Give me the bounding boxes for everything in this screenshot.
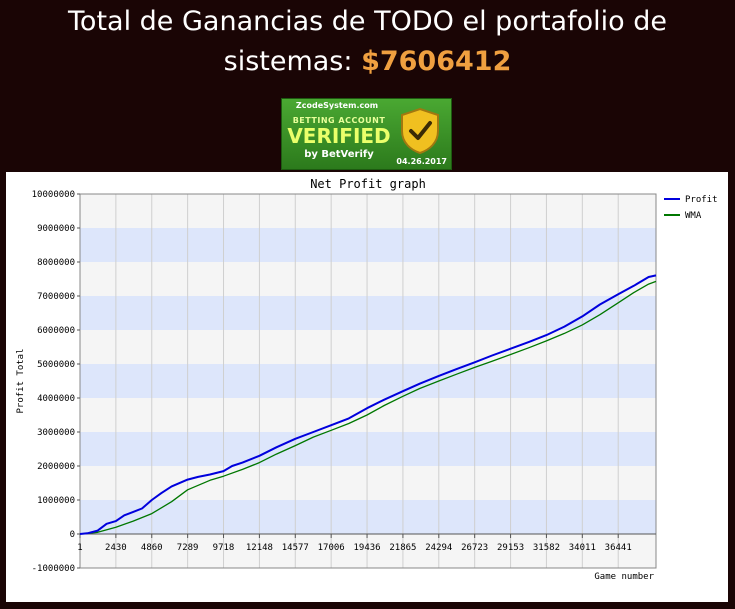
grid-band xyxy=(80,228,656,262)
net-profit-chart: Net Profit graph Profit Total Game numbe… xyxy=(16,177,718,582)
legend-label-wma: WMA xyxy=(685,211,702,221)
series-line-profit xyxy=(79,274,657,535)
badge-line2: VERIFIED xyxy=(287,124,391,148)
x-axis-label: Game number xyxy=(594,572,654,582)
y-tick-label: 3000000 xyxy=(37,428,75,438)
badge-line3: by BetVerify xyxy=(304,149,374,160)
x-tick-label: 9718 xyxy=(213,543,235,553)
y-tick-label: 9000000 xyxy=(37,224,75,234)
grid-band xyxy=(80,262,656,296)
headline-amount: $7606412 xyxy=(361,46,512,77)
x-tick-label: 7289 xyxy=(177,543,199,553)
grid-band xyxy=(80,534,656,568)
y-tick-label: 10000000 xyxy=(32,190,75,200)
x-tick-label: 17006 xyxy=(318,543,345,553)
grid-band xyxy=(80,500,656,534)
y-tick-label: 7000000 xyxy=(37,292,75,302)
y-tick-label: 8000000 xyxy=(37,258,75,268)
x-tick-label: 24294 xyxy=(425,543,452,553)
y-tick-label: 0 xyxy=(70,530,75,540)
plot-border xyxy=(79,193,657,569)
grid-band xyxy=(80,194,656,228)
headline: Total de Ganancias de TODO el portafolio… xyxy=(0,0,735,82)
legend-label-profit: Profit xyxy=(685,195,718,205)
x-tick-label: 21865 xyxy=(389,543,416,553)
badge-date: 04.26.2017 xyxy=(396,157,447,166)
grid-band xyxy=(80,330,656,364)
x-tick-label: 36441 xyxy=(605,543,632,553)
x-tick-label: 1 xyxy=(77,543,82,553)
y-tick-label: 6000000 xyxy=(37,326,75,336)
x-tick-label: 2430 xyxy=(105,543,127,553)
x-tick-label: 12148 xyxy=(246,543,273,553)
x-tick-label: 29153 xyxy=(497,543,524,553)
headline-text: Total de Ganancias de TODO el portafolio… xyxy=(68,6,667,77)
series-line-wma xyxy=(79,280,657,535)
x-tick-label: 14577 xyxy=(282,543,309,553)
grid-band xyxy=(80,364,656,398)
chart-title: Net Profit graph xyxy=(310,177,426,191)
y-tick-label: 1000000 xyxy=(37,496,75,506)
shield-check-icon xyxy=(401,107,439,155)
x-tick-label: 26723 xyxy=(461,543,488,553)
chart-container: Net Profit graph Profit Total Game numbe… xyxy=(6,172,728,602)
y-tick-label: 2000000 xyxy=(37,462,75,472)
y-tick-label: -1000000 xyxy=(32,564,75,574)
y-axis-label: Profit Total xyxy=(16,348,26,413)
y-tick-label: 4000000 xyxy=(37,394,75,404)
x-tick-label: 4860 xyxy=(141,543,163,553)
badge-line1: BETTING ACCOUNT xyxy=(292,116,386,125)
x-tick-label: 31582 xyxy=(533,543,560,553)
badge-site: ZcodeSystem.com xyxy=(295,101,379,110)
x-tick-label: 19436 xyxy=(354,543,381,553)
x-tick-label: 34011 xyxy=(569,543,596,553)
grid-band xyxy=(80,466,656,500)
grid-band xyxy=(80,432,656,466)
betverify-badge[interactable]: ZcodeSystem.com BETTING ACCOUNT VERIFIED… xyxy=(281,98,452,170)
y-tick-label: 5000000 xyxy=(37,360,75,370)
grid-band xyxy=(80,296,656,330)
